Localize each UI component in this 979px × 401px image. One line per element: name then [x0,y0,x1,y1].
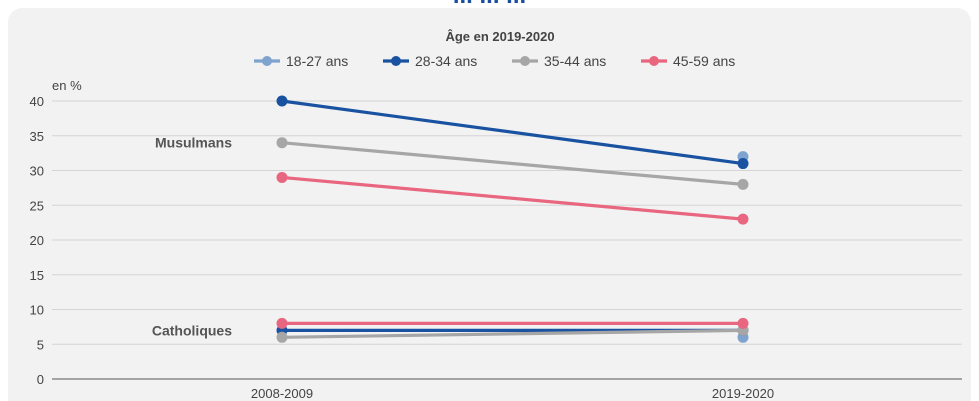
legend-label: 35-44 ans [544,53,606,69]
group-annotation: Musulmans [155,135,232,151]
y-tick-label: 35 [30,129,44,144]
y-tick-label: 15 [30,268,44,283]
y-tick-label: 5 [37,337,44,352]
data-point [737,178,749,190]
chart-top-title: ... ... ... [0,0,979,8]
x-tick-label: 2008-2009 [251,386,313,401]
y-tick-label: 20 [30,233,44,248]
group-annotation: Catholiques [152,322,232,338]
legend-marker [391,56,401,66]
y-tick-label: 10 [30,303,44,318]
series-line [281,99,744,166]
legend-label: 28-34 ans [415,53,477,69]
data-point [276,317,288,329]
y-tick-label: 30 [30,164,44,179]
y-tick-label: 0 [37,372,44,387]
legend-marker [649,56,659,66]
x-tick-label: 2019-2020 [712,386,774,401]
legend-label: 45-59 ans [673,53,735,69]
data-point [276,171,288,183]
y-axis-label: en % [52,78,82,93]
data-point [276,137,288,149]
series-line [281,328,744,339]
data-point [737,158,749,170]
series-line [281,141,744,186]
y-tick-label: 25 [30,198,44,213]
legend-marker [262,56,272,66]
legend-marker [520,56,530,66]
legend-label: 18-27 ans [286,53,348,69]
data-point [276,95,288,107]
data-point [737,213,749,225]
series-line [281,175,744,221]
legend-title: Âge en 2019-2020 [445,29,554,44]
data-point [737,317,749,329]
y-tick-label: 40 [30,94,44,109]
data-point [276,331,288,343]
